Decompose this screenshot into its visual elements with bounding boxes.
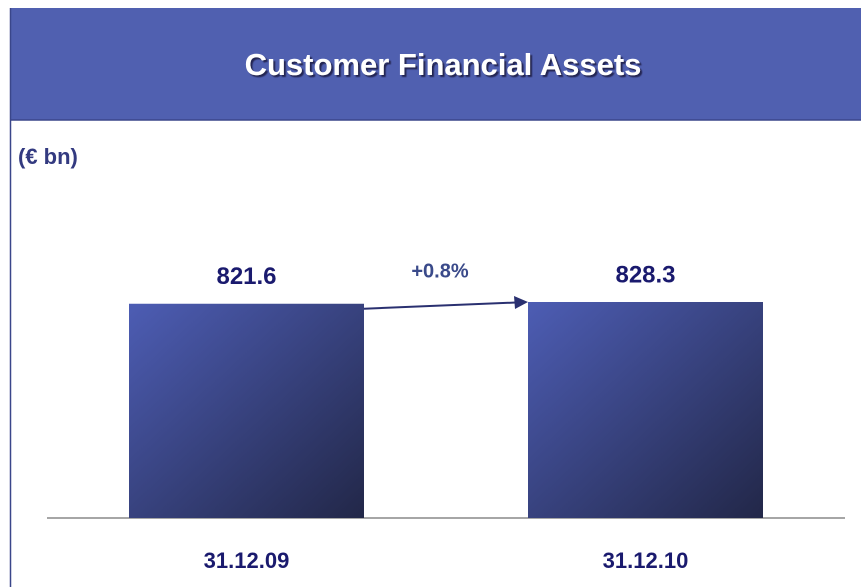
growth-annotation: +0.8%	[411, 260, 468, 282]
unit-label: (€ bn)	[18, 144, 78, 169]
title-band	[10, 8, 861, 120]
x-tick-label: 31.12.10	[603, 548, 689, 573]
value-label: 821.6	[216, 263, 276, 290]
growth-arrow	[363, 301, 517, 310]
bar	[528, 302, 763, 518]
value-label: 828.3	[615, 261, 675, 288]
x-tick-label: 31.12.09	[204, 548, 290, 573]
chart-title: Customer Financial Assets	[245, 47, 642, 82]
arrow-head	[514, 296, 528, 309]
bar	[129, 303, 364, 518]
